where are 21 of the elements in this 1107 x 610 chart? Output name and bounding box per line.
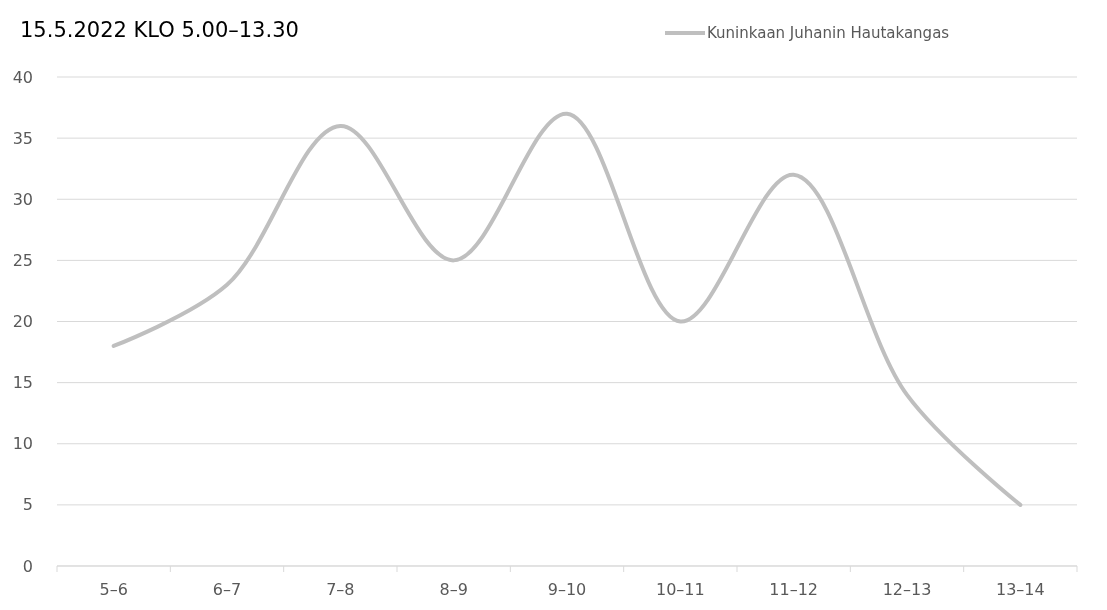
legend-label: Kuninkaan Juhanin Hautakangas (707, 24, 950, 43)
x-tick-label: 6–7 (212, 580, 242, 599)
chart-title: 15.5.2022 KLO 5.00–13.30 (20, 18, 299, 42)
y-tick-label: 20 (12, 312, 33, 332)
y-tick-label: 35 (12, 128, 33, 148)
x-tick-label: 8–9 (439, 580, 468, 599)
x-tick-label: 13–14 (995, 580, 1045, 599)
y-tick-label: 0 (22, 556, 33, 576)
x-tick-label: 9–10 (547, 580, 587, 599)
line-series (111, 111, 1023, 507)
y-tick-label: 25 (12, 250, 33, 270)
x-tick-label: 12–13 (882, 580, 932, 599)
y-tick-label: 40 (12, 67, 33, 87)
x-tick-label: 10–11 (655, 580, 705, 599)
x-tick-label: 11–12 (769, 580, 819, 599)
x-tick-label: 7–8 (326, 580, 355, 599)
y-tick-label: 10 (12, 434, 33, 454)
y-tick-label: 5 (22, 495, 33, 515)
y-tick-label: 30 (12, 189, 33, 209)
y-tick-label: 15 (12, 373, 33, 393)
x-tick-label: 5–6 (99, 580, 128, 599)
